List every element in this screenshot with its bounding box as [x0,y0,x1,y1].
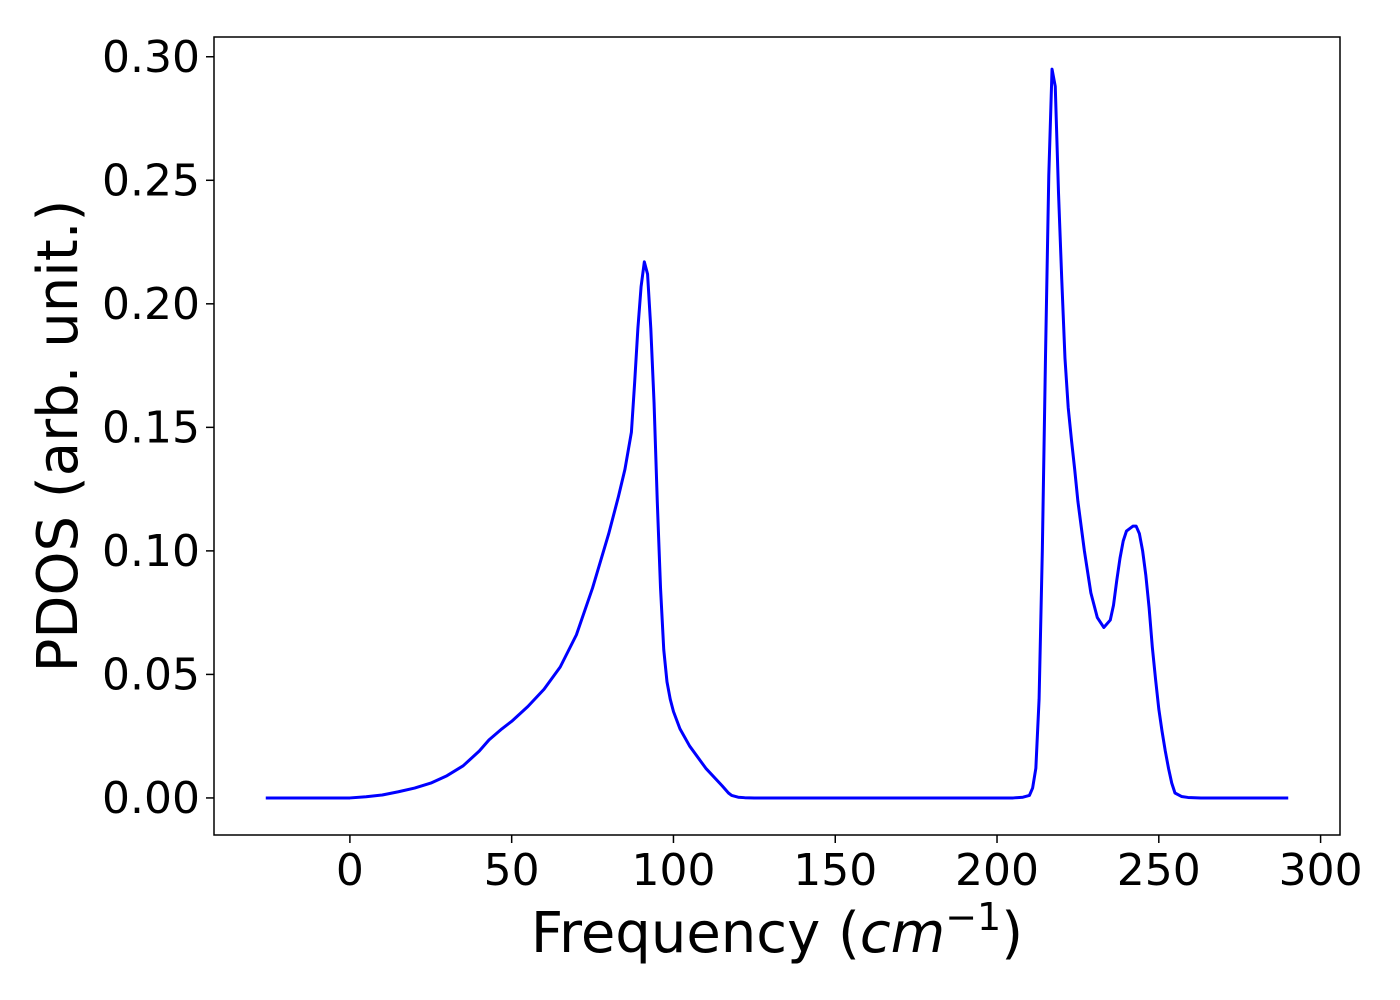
x-tick-label: 100 [631,845,715,896]
y-tick-label: 0.25 [102,155,200,206]
y-tick-label: 0.10 [102,526,200,577]
x-axis-label: Frequency (cm−1) [531,895,1023,966]
series-line-0 [265,67,1289,800]
x-tick-label: 250 [1117,845,1201,896]
y-tick-label: 0.05 [102,649,200,700]
x-tick-label: 50 [484,845,540,896]
plot-frame [213,36,1341,836]
y-axis-ticks: 0.00 0.05 0.10 0.15 0.20 0.25 0.30 [102,32,214,824]
plot-area: 0 50 100 150 200 250 300 0.000.050.100.150.200… [102,32,1363,896]
x-tick-label: 300 [1279,845,1363,896]
y-axis-label: PDOS (arb. unit.) [26,200,91,673]
x-tick-label: 200 [955,845,1039,896]
x-tick-label: 0 [336,845,364,896]
series-layer [265,67,1289,800]
y-tick-label: 0.20 [102,279,200,330]
x-axis-ticks: 0 50 100 150 200 250 300 [336,835,1363,896]
y-tick-label: 0.00 [102,773,200,824]
x-tick-label: 150 [793,845,877,896]
y-tick-label: 0.15 [102,402,200,453]
y-tick-label: 0.30 [102,32,200,83]
